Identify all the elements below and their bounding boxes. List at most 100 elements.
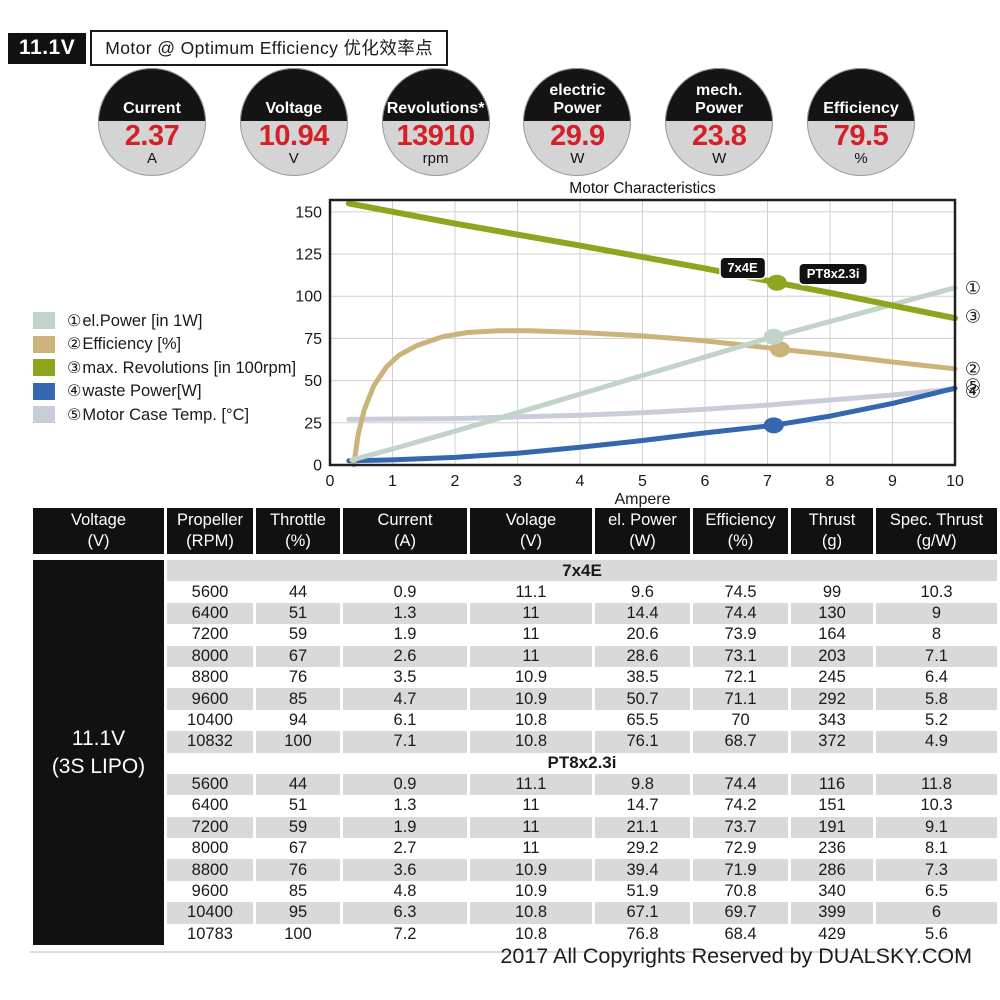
table-row: 7200 59 1.9 11 21.1 73.7 191 9.1 bbox=[33, 816, 997, 839]
table-cell: 3.6 bbox=[343, 859, 467, 881]
table-cell: 11 bbox=[470, 838, 592, 860]
series-marker-1 bbox=[763, 417, 784, 434]
badge-unit: A bbox=[146, 150, 157, 168]
table-cell: 94 bbox=[256, 709, 340, 732]
table-cell: 73.9 bbox=[693, 624, 788, 646]
table-cell: 0.9 bbox=[343, 773, 467, 796]
table-cell: 343 bbox=[791, 709, 873, 732]
series-label-pill: PT8x2.3i bbox=[799, 264, 867, 285]
table-cell: 8000 bbox=[167, 645, 253, 667]
legend-label: ④waste Power[W] bbox=[67, 382, 202, 401]
legend-swatch bbox=[33, 406, 55, 424]
x-axis-label: Ampere bbox=[614, 491, 670, 508]
table-row: 7200 59 1.9 11 20.6 73.9 164 8 bbox=[33, 624, 997, 646]
table-cell: 236 bbox=[791, 838, 873, 860]
table-cell: 2.7 bbox=[343, 838, 467, 860]
summary-badge: mech. Power 23.8 W bbox=[665, 68, 774, 176]
badge-unit: W bbox=[712, 150, 727, 168]
table-cell: 8800 bbox=[167, 859, 253, 881]
table-row: 10400 95 6.3 10.8 67.1 69.7 399 6 bbox=[33, 902, 997, 924]
table-cell: 6.4 bbox=[876, 666, 997, 689]
table-cell: 44 bbox=[256, 581, 340, 603]
table-cell: 8 bbox=[876, 624, 997, 646]
table-cell: 7200 bbox=[167, 816, 253, 839]
table-cell: 7.2 bbox=[343, 923, 467, 946]
table-cell: 11 bbox=[470, 602, 592, 625]
table-cell: 51 bbox=[256, 795, 340, 817]
legend-label: ①el.Power [in 1W] bbox=[67, 311, 203, 330]
table-cell: 44 bbox=[256, 773, 340, 796]
table-cell: 4.7 bbox=[343, 688, 467, 710]
table-cell: 8.1 bbox=[876, 838, 997, 860]
table-cell: 59 bbox=[256, 624, 340, 646]
curve-number-label: ① bbox=[965, 278, 981, 298]
summary-badge: Revolutions* 13910 rpm bbox=[381, 68, 490, 176]
table-cell: 20.6 bbox=[595, 624, 690, 646]
legend-label: ⑤Motor Case Temp. [°C] bbox=[67, 405, 250, 424]
badge-label: Current bbox=[123, 99, 181, 117]
curve-number-label: ② bbox=[965, 359, 981, 379]
table-cell: 69.7 bbox=[693, 902, 788, 924]
table-cell: 7.1 bbox=[876, 645, 997, 667]
table-cell: 71.9 bbox=[693, 859, 788, 881]
section-title-row: PT8x2.3i bbox=[33, 752, 997, 774]
table-cell: 4.8 bbox=[343, 880, 467, 903]
curve-number-label: ④ bbox=[965, 382, 981, 402]
legend-number: ① bbox=[67, 312, 82, 330]
summary-badge: Current 2.37 A bbox=[98, 68, 206, 176]
badge-value: 79.5 bbox=[833, 120, 889, 152]
table-cell: 11.1 bbox=[470, 581, 592, 603]
table-cell: 10.8 bbox=[470, 923, 592, 946]
series-line-4 bbox=[345, 200, 958, 322]
table-row: 10400 94 6.1 10.8 65.5 70 343 5.2 bbox=[33, 709, 997, 732]
table-bottom-rule bbox=[30, 951, 970, 953]
table-row: 8800 76 3.6 10.9 39.4 71.9 286 7.3 bbox=[33, 859, 997, 881]
table-cell: 5.2 bbox=[876, 709, 997, 732]
legend-label: ③max. Revolutions [in 100rpm] bbox=[67, 358, 297, 377]
table-cell: 5600 bbox=[167, 581, 253, 603]
table-cell: 10400 bbox=[167, 709, 253, 732]
table-cell: 4.9 bbox=[876, 731, 997, 753]
series-line-0 bbox=[346, 386, 958, 422]
table-cell: 6.5 bbox=[876, 880, 997, 903]
column-header: Thrust (g) bbox=[791, 508, 873, 560]
x-tick-label: 8 bbox=[826, 473, 835, 490]
table-row: 10832 100 7.1 10.8 76.1 68.7 372 4.9 bbox=[33, 731, 997, 753]
badge-label: Voltage bbox=[265, 99, 323, 117]
table-row: 9600 85 4.8 10.9 51.9 70.8 340 6.5 bbox=[33, 880, 997, 903]
table-cell: 8800 bbox=[167, 666, 253, 689]
table-cell: 10.3 bbox=[876, 581, 997, 603]
column-header: Volage (V) bbox=[470, 508, 592, 560]
chart-title: Motor Characteristics bbox=[569, 180, 716, 197]
badge-value: 23.8 bbox=[691, 120, 747, 152]
badge-unit: rpm bbox=[422, 150, 449, 168]
table-cell: 340 bbox=[791, 880, 873, 903]
table-cell: 10400 bbox=[167, 902, 253, 924]
y-tick-label: 100 bbox=[295, 289, 322, 306]
badge-label: Revolutions* bbox=[386, 99, 485, 117]
table-cell: 11.8 bbox=[876, 773, 997, 796]
table-cell: 9600 bbox=[167, 688, 253, 710]
legend-swatch bbox=[33, 382, 55, 400]
x-tick-label: 0 bbox=[326, 473, 335, 490]
x-tick-label: 9 bbox=[888, 473, 897, 490]
table-cell: 11 bbox=[470, 645, 592, 667]
table-cell: 68.4 bbox=[693, 923, 788, 946]
table-cell: 67 bbox=[256, 838, 340, 860]
badge-value: 10.94 bbox=[258, 120, 330, 152]
table-cell: 245 bbox=[791, 666, 873, 689]
table-cell: 9.1 bbox=[876, 816, 997, 839]
table-cell: 14.7 bbox=[595, 795, 690, 817]
table-cell: 29.2 bbox=[595, 838, 690, 860]
table-cell: 74.4 bbox=[693, 773, 788, 796]
table-row: 5600 44 0.9 11.1 9.8 74.4 116 11.8 bbox=[33, 773, 997, 796]
x-tick-label: 10 bbox=[946, 473, 964, 490]
table-cell: 67.1 bbox=[595, 902, 690, 924]
table-cell: 14.4 bbox=[595, 602, 690, 625]
table-cell: 5.6 bbox=[876, 923, 997, 946]
voltage-chip: 11.1V bbox=[8, 32, 87, 64]
table-cell: 10.9 bbox=[470, 859, 592, 881]
table-cell: 10783 bbox=[167, 923, 253, 946]
table-cell: 9 bbox=[876, 602, 997, 625]
table-cell: 6400 bbox=[167, 795, 253, 817]
